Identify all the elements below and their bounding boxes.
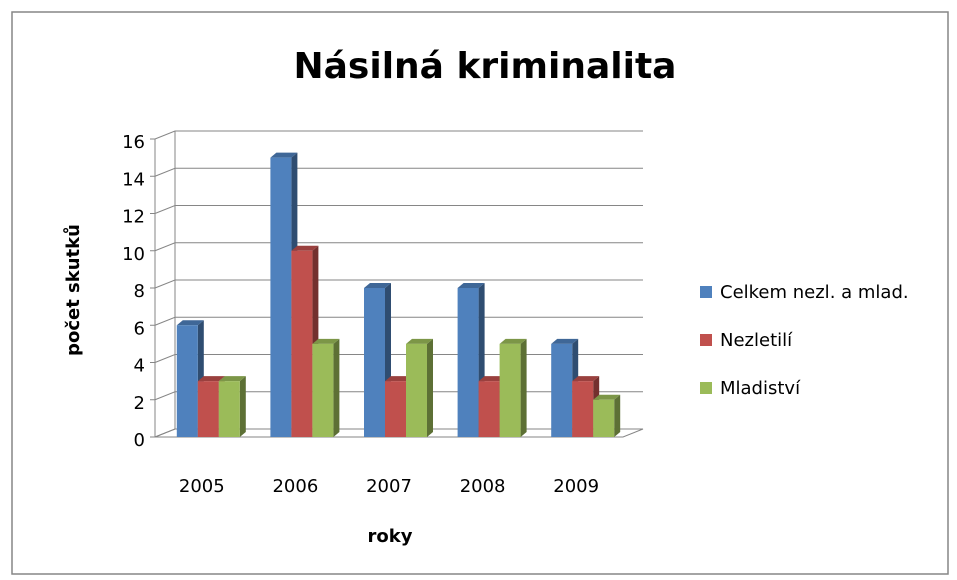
bar-front (176, 325, 198, 437)
bar-front (197, 381, 219, 437)
y-tick-label: 16 (122, 132, 145, 153)
bar-front (457, 288, 479, 437)
bar-top (551, 338, 579, 344)
y-tick-label: 8 (134, 281, 145, 302)
bar-front (312, 343, 334, 437)
y-tick-label: 14 (122, 169, 145, 190)
x-tick-label: 2006 (272, 476, 318, 497)
legend-label: Nezletilí (720, 330, 793, 351)
bar-top (406, 338, 433, 344)
bar-side (614, 394, 621, 437)
grid-line (154, 316, 643, 326)
bar-top (364, 283, 391, 288)
bar-front (385, 381, 406, 437)
chart-title: Násilná kriminalita (294, 46, 677, 87)
bar-side (239, 376, 246, 437)
bar-top (499, 338, 527, 344)
y-tick-label: 12 (122, 207, 145, 228)
legend-swatch (700, 382, 712, 394)
bar-front (364, 288, 385, 437)
bar-side (427, 338, 433, 437)
bar-front (593, 399, 615, 437)
bar-side (333, 338, 340, 437)
bar-front (406, 343, 427, 437)
bar-top (572, 376, 600, 382)
x-tick-label: 2009 (553, 476, 599, 497)
grid-line (154, 167, 643, 177)
bar-top (270, 152, 298, 158)
bar-front (551, 343, 573, 437)
bar-side (520, 338, 527, 437)
grid-line (154, 354, 643, 363)
bar-top (385, 376, 412, 382)
legend-label: Mladiství (720, 378, 801, 399)
bar-front (218, 381, 240, 437)
grid-line (154, 242, 643, 252)
bar-top (176, 320, 204, 326)
bar (312, 338, 340, 437)
grid-line (154, 205, 643, 214)
y-axis-label: počet skutků (62, 224, 84, 356)
bar-front (478, 381, 500, 437)
y-tick-label: 10 (122, 244, 145, 265)
x-tick-label: 2008 (460, 476, 506, 497)
bar (218, 376, 246, 437)
bar-front (291, 250, 313, 437)
bar-top (593, 394, 621, 400)
grid-line (154, 279, 643, 289)
bar-top (291, 245, 319, 251)
legend-swatch (700, 286, 712, 298)
y-tick-label: 2 (134, 393, 145, 414)
bar (406, 338, 433, 437)
bar-top (218, 376, 246, 382)
legend-swatch (700, 334, 712, 346)
x-axis-label: roky (368, 526, 413, 547)
y-tick-label: 0 (134, 430, 145, 451)
x-tick-label: 2007 (366, 476, 412, 497)
bar-front (499, 343, 521, 437)
bar-top (312, 338, 340, 344)
bar-top (457, 283, 485, 288)
bar-front (270, 157, 292, 437)
legend-label: Celkem nezl. a mlad. (720, 282, 909, 303)
grid-line (154, 130, 643, 140)
x-tick-label: 2005 (179, 476, 225, 497)
bar-top (478, 376, 506, 382)
bar (593, 394, 621, 437)
bar-front (572, 381, 594, 437)
y-tick-label: 4 (134, 356, 145, 377)
bar-top (197, 376, 225, 382)
bar (499, 338, 527, 437)
y-tick-label: 6 (134, 318, 145, 339)
